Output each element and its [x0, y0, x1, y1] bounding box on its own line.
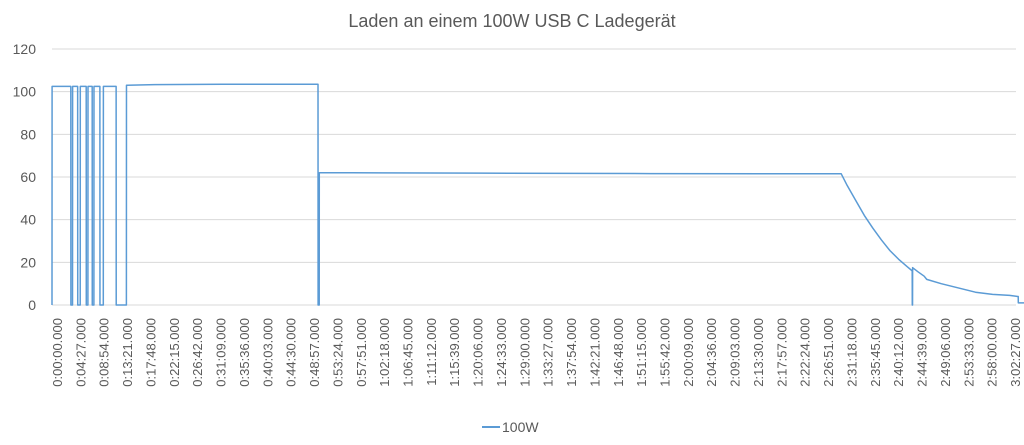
- x-tick-label: 0:40:03.000: [260, 318, 275, 387]
- x-tick-label: 2:17:57.000: [774, 318, 789, 387]
- x-tick-label: 0:22:15.000: [167, 318, 182, 387]
- x-tick-label: 0:35:36.000: [237, 318, 252, 387]
- x-tick-label: 2:13:30.000: [751, 318, 766, 387]
- x-tick-label: 0:48:57.000: [307, 318, 322, 387]
- x-tick-label: 1:46:48.000: [611, 318, 626, 387]
- series-line-100W: [51, 83, 1024, 306]
- y-tick-label: 40: [20, 212, 36, 228]
- x-tick-label: 0:17:48.000: [143, 318, 158, 387]
- y-tick-label: 0: [28, 297, 36, 313]
- x-tick-label: 1:20:06.000: [471, 318, 486, 387]
- x-tick-label: 0:57:51.000: [354, 318, 369, 387]
- x-tick-label: 1:55:42.000: [658, 318, 673, 387]
- x-tick-label: 0:53:24.000: [330, 318, 345, 387]
- x-tick-label: 1:51:15.000: [634, 318, 649, 387]
- x-tick-label: 2:22:24.000: [798, 318, 813, 387]
- x-tick-label: 0:26:42.000: [190, 318, 205, 387]
- x-tick-label: 2:09:03.000: [728, 318, 743, 387]
- x-tick-label: 3:02:27.000: [1008, 318, 1023, 387]
- legend-label: 100W: [502, 419, 539, 435]
- x-tick-label: 1:15:39.000: [447, 318, 462, 387]
- x-tick-label: 2:04:36.000: [704, 318, 719, 387]
- x-tick-label: 1:33:27.000: [541, 318, 556, 387]
- x-tick-label: 1:42:21.000: [587, 318, 602, 387]
- x-tick-label: 2:49:06.000: [938, 318, 953, 387]
- y-tick-label: 100: [13, 84, 37, 100]
- chart-title: Laden an einem 100W USB C Ladegerät: [348, 11, 675, 31]
- x-tick-label: 2:58:00.000: [985, 318, 1000, 387]
- x-tick-label: 0:13:21.000: [120, 318, 135, 387]
- x-tick-label: 1:06:45.000: [400, 318, 415, 387]
- legend: 100W: [482, 419, 539, 435]
- x-tick-label: 2:26:51.000: [821, 318, 836, 387]
- gridlines: [52, 48, 1016, 306]
- x-tick-label: 1:37:54.000: [564, 318, 579, 387]
- x-tick-label: 2:00:09.000: [681, 318, 696, 387]
- y-axis-ticks: 0 20 40 60 80 100 120: [13, 41, 37, 313]
- x-tick-label: 1:02:18.000: [377, 318, 392, 387]
- y-tick-label: 120: [13, 41, 37, 57]
- x-tick-label: 0:44:30.000: [284, 318, 299, 387]
- x-tick-label: 2:44:39.000: [915, 318, 930, 387]
- x-tick-label: 0:04:27.000: [73, 318, 88, 387]
- x-tick-label: 0:08:54.000: [97, 318, 112, 387]
- x-tick-label: 2:40:12.000: [891, 318, 906, 387]
- y-tick-label: 80: [20, 126, 36, 142]
- x-axis-ticks: 0:00:00.000 0:04:27.000 0:08:54.000 0:13:21…: [50, 318, 1023, 387]
- x-tick-label: 0:31:09.000: [214, 318, 229, 387]
- x-tick-label: 2:35:45.000: [868, 318, 883, 387]
- x-tick-label: 1:11:12.000: [424, 318, 439, 386]
- x-tick-label: 2:53:33.000: [961, 318, 976, 387]
- y-tick-label: 60: [20, 169, 36, 185]
- x-tick-label: 0:00:00.000: [50, 318, 65, 387]
- x-tick-label: 1:29:00.000: [517, 318, 532, 387]
- x-tick-label: 1:24:33.000: [494, 318, 509, 387]
- series-layer: [51, 83, 1024, 306]
- x-tick-label: 2:31:18.000: [844, 318, 859, 387]
- y-tick-label: 20: [20, 254, 36, 270]
